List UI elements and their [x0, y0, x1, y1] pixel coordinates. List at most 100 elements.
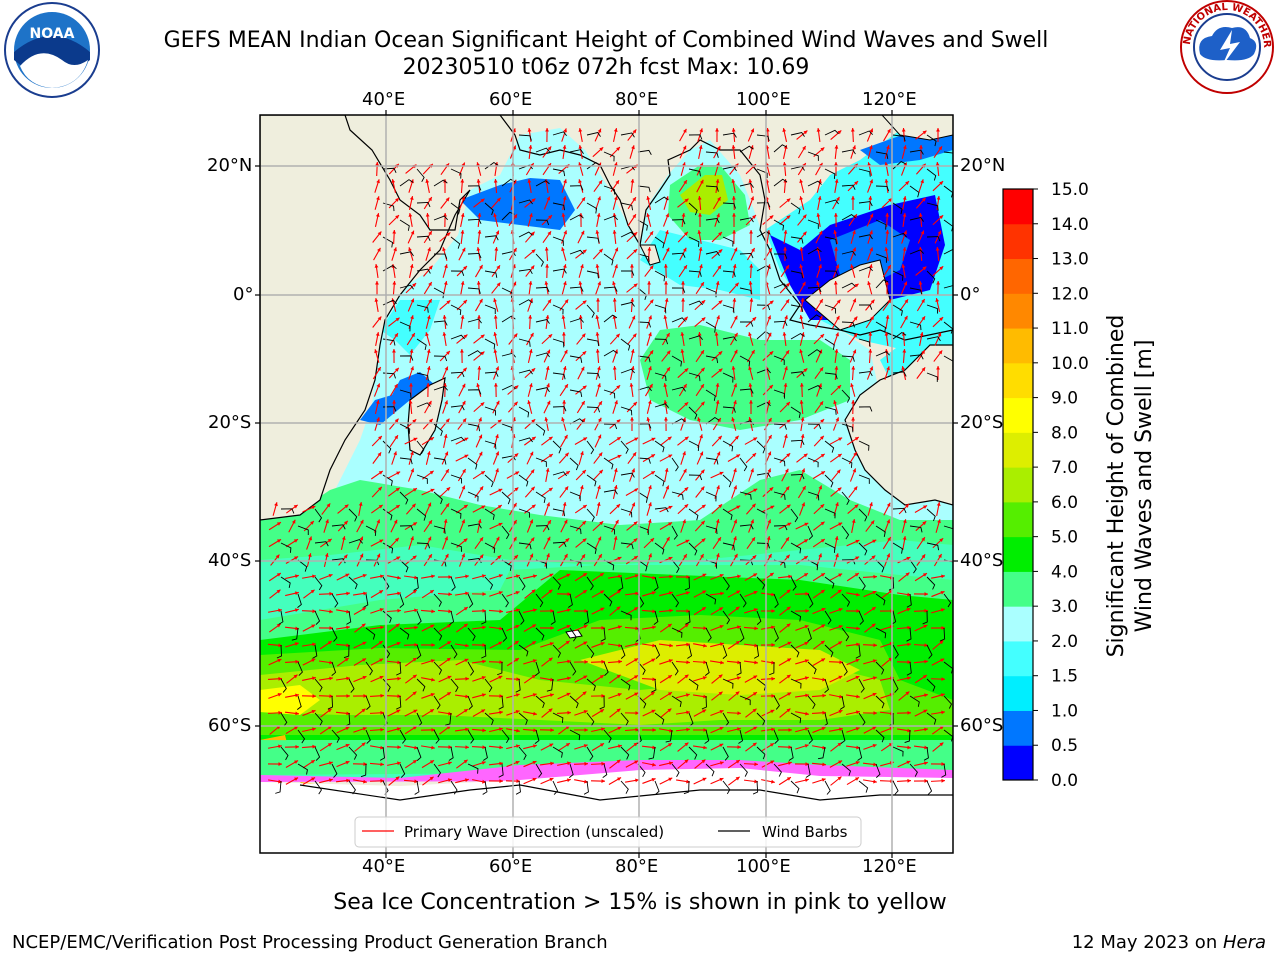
wave-arrow-head: [612, 213, 617, 217]
wind-barb: [841, 355, 855, 362]
wave-arrow-head: [583, 624, 588, 629]
wave-arrow-head: [767, 468, 772, 473]
wind-barb: [467, 695, 473, 710]
wind-barb: [569, 491, 581, 502]
wind-barb: [586, 236, 600, 244]
wave-arrow-head: [799, 247, 804, 251]
wave-arrow-head: [361, 708, 366, 713]
wind-barb: [552, 746, 563, 758]
wave-arrow-head: [753, 573, 758, 577]
wave-arrow-head: [327, 726, 332, 730]
wind-barb: [807, 525, 814, 540]
wind-barb: [433, 525, 446, 534]
wave-arrow-head: [907, 778, 911, 783]
wave-arrow-head: [362, 727, 367, 731]
wave-arrow-head: [358, 502, 363, 506]
wind-barb: [773, 253, 788, 259]
wave-arrow-head: [667, 623, 672, 628]
wave-arrow-head: [329, 676, 333, 681]
wind-barb: [603, 253, 614, 266]
wind-barb: [518, 644, 529, 657]
wind-barb: [841, 282, 856, 289]
wind-barb: [773, 144, 787, 153]
wind-barb: [467, 423, 481, 432]
wave-arrow-head: [669, 608, 673, 613]
wind-barb: [535, 695, 545, 709]
wave-arrow-head: [532, 693, 537, 697]
footer-date: 12 May 2023 on Hera: [1072, 932, 1266, 953]
wave-arrow-head: [578, 281, 583, 285]
wind-barb: [603, 286, 618, 292]
wave-arrow-head: [817, 196, 822, 200]
wind-barb: [535, 352, 550, 358]
wind-barb: [586, 542, 597, 554]
wave-arrow-head: [820, 521, 825, 526]
wave-arrow-head: [837, 130, 842, 135]
wave-arrow-head: [684, 231, 688, 236]
wave-arrow-head: [430, 624, 435, 629]
colorbar-tick-label: 1.5: [1051, 667, 1078, 687]
wave-arrow-head: [703, 745, 707, 750]
wind-barb: [620, 301, 635, 307]
wind-barb: [841, 250, 856, 256]
wave-arrow-head: [784, 468, 789, 473]
wave-arrow-head: [549, 693, 554, 698]
wave-arrow-head: [683, 316, 688, 321]
wind-barb: [943, 695, 953, 709]
wave-arrow-head: [770, 709, 775, 714]
wave-arrow-head: [312, 676, 316, 681]
wave-arrow-head: [752, 742, 757, 747]
wind-barb: [637, 321, 651, 328]
wave-arrow-head: [666, 350, 671, 355]
wave-arrow-head: [715, 383, 720, 387]
wave-arrow-head: [567, 659, 571, 664]
wave-arrow-head: [851, 519, 856, 523]
wind-barb: [501, 287, 513, 298]
wave-arrow-head: [816, 128, 821, 132]
wave-arrow-head: [612, 366, 617, 370]
wind-barb: [892, 304, 903, 316]
wind-barb: [875, 559, 885, 573]
wind-barb: [569, 149, 584, 155]
wave-arrow-head: [396, 641, 401, 646]
wave-arrow-head: [561, 213, 566, 217]
wave-arrow-head: [513, 536, 517, 541]
wind-barb: [688, 236, 700, 247]
wave-arrow-head: [545, 264, 550, 268]
wave-arrow-head: [629, 383, 634, 387]
wave-arrow-head: [699, 434, 703, 439]
wave-arrow-head: [293, 504, 298, 509]
wind-barb: [450, 405, 465, 411]
wave-arrow-head: [515, 574, 520, 579]
wave-arrow-head: [852, 230, 856, 235]
wave-arrow-head: [632, 129, 637, 134]
wind-barb: [671, 252, 686, 258]
wave-arrow-head: [431, 745, 435, 750]
wave-arrow-head: [871, 555, 876, 560]
wave-arrow-head: [274, 502, 278, 507]
wind-barb: [534, 729, 540, 744]
wave-arrow-head: [786, 589, 791, 594]
wave-arrow-head: [873, 779, 877, 784]
wind-barb: [297, 525, 309, 535]
wave-arrow-head: [477, 213, 482, 217]
wave-arrow-head: [312, 574, 316, 579]
wave-arrow-head: [346, 591, 350, 596]
wave-arrow-head: [312, 642, 316, 647]
wave-arrow-head: [550, 761, 554, 766]
wind-barb: [807, 491, 820, 501]
wave-arrow-head: [805, 609, 809, 613]
wave-arrow-head: [379, 608, 384, 612]
wind-barb: [603, 314, 618, 323]
wave-arrow-head: [771, 660, 775, 665]
wave-arrow-head: [838, 709, 843, 714]
wave-arrow-head: [918, 213, 923, 217]
wind-barb: [552, 338, 565, 348]
wind-barb: [586, 338, 600, 347]
wave-arrow-head: [567, 761, 571, 766]
colorbar-segment: [1003, 536, 1033, 572]
wave-arrow-head: [580, 366, 585, 371]
wave-arrow-head: [532, 574, 537, 579]
wave-arrow-head: [311, 658, 316, 663]
wave-arrow-head: [548, 487, 553, 492]
